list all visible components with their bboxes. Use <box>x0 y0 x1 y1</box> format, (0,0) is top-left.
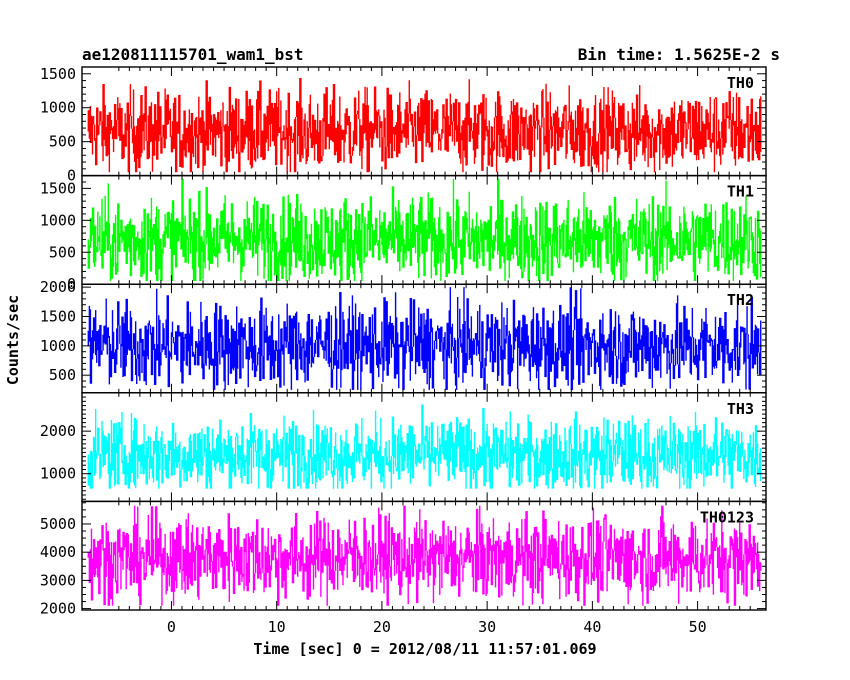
x-tick-label: 10 <box>268 618 286 636</box>
y-tick-label: 4000 <box>40 543 76 561</box>
y-tick-label: 1500 <box>40 307 76 325</box>
x-tick-label: 50 <box>689 618 707 636</box>
y-tick-label: 1000 <box>40 99 76 117</box>
y-tick-label: 500 <box>49 366 76 384</box>
y-tick-label: 1000 <box>40 337 76 355</box>
y-tick-label: 2000 <box>40 600 76 618</box>
series-line-th2 <box>87 287 762 390</box>
x-tick-label: 30 <box>478 618 496 636</box>
x-axis-label: Time [sec] 0 = 2012/08/11 11:57:01.069 <box>253 640 596 658</box>
panel-label-th1: TH1 <box>727 183 754 201</box>
panel-label-th0123: TH0123 <box>700 508 754 526</box>
x-tick-label: 0 <box>167 618 176 636</box>
panel-label-th2: TH2 <box>727 291 754 309</box>
y-tick-label: 1500 <box>40 179 76 197</box>
panel-label-th3: TH3 <box>727 400 754 418</box>
y-tick-label: 2000 <box>40 278 76 296</box>
panel-label-th0: TH0 <box>727 74 754 92</box>
y-tick-label: 0 <box>67 275 76 293</box>
series-line-th0123 <box>87 505 762 606</box>
y-tick-label: 2000 <box>40 422 76 440</box>
x-tick-label: 20 <box>373 618 391 636</box>
y-tick-label: 5000 <box>40 515 76 533</box>
y-tick-label: 1000 <box>40 211 76 229</box>
series-line-th3 <box>87 404 762 489</box>
y-tick-label: 1000 <box>40 465 76 483</box>
chart-title: ae120811115701_wam1_bst <box>82 45 304 64</box>
y-tick-label: 500 <box>49 243 76 261</box>
series-line-th1 <box>87 178 762 281</box>
y-tick-label: 1500 <box>40 65 76 83</box>
x-tick-label: 40 <box>583 618 601 636</box>
bin-time-label: Bin time: 1.5625E-2 s <box>578 45 780 64</box>
y-tick-label: 0 <box>67 167 76 185</box>
y-tick-label: 500 <box>49 133 76 151</box>
series-line-th0 <box>87 78 762 173</box>
y-axis-label: Counts/sec <box>4 295 22 385</box>
y-tick-label: 3000 <box>40 571 76 589</box>
